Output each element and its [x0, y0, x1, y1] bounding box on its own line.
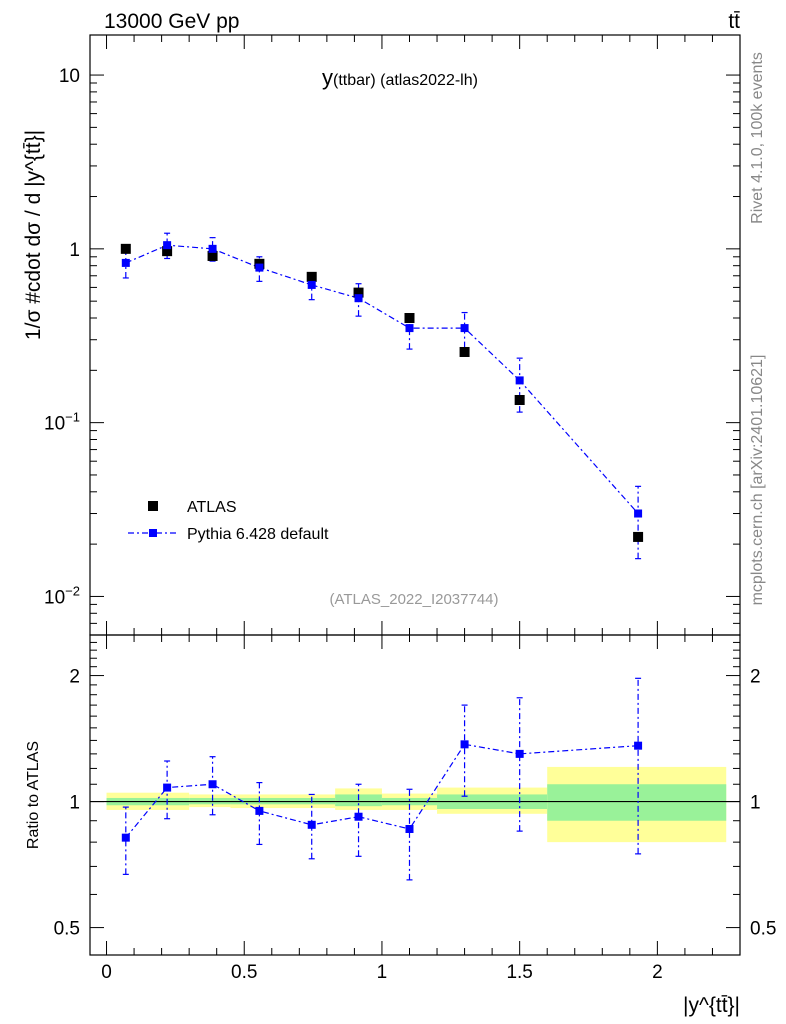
mc-point: [163, 241, 172, 250]
ratio-plot-frame: [89, 634, 741, 956]
main-plot-frame: [89, 34, 741, 636]
ratio-point: [163, 783, 172, 792]
rivet-version-label: Rivet 4.1.0, 100k events: [749, 52, 766, 224]
ratio-uncertainty-bands: [90, 766, 740, 843]
mc-point: [121, 258, 130, 267]
legend: ATLAS Pythia 6.428 default: [128, 499, 329, 543]
main-y-tick-label: 1: [69, 240, 80, 261]
ratio-y-tick-label: 1: [69, 793, 80, 814]
ratio-point: [307, 820, 316, 829]
ratio-band-inner: [547, 784, 727, 821]
tick-exponent: −2: [65, 583, 80, 598]
x-axis-label: |y^{tt̄}|: [683, 994, 740, 1017]
atlas-data-point: [459, 346, 470, 357]
ratio-point: [634, 741, 643, 750]
atlas-data-point: [162, 246, 173, 257]
mc-point: [515, 376, 524, 385]
ratio-point: [354, 812, 363, 821]
ratio-y-tick-label: 0.5: [54, 919, 80, 940]
mc-point: [634, 509, 643, 518]
x-tick-label: 2: [652, 962, 663, 983]
main-y-tick-label: 10−2: [44, 583, 80, 608]
main-y-tick-label: 10: [59, 66, 80, 87]
x-tick-label: 0.5: [231, 962, 257, 983]
atlas-data-point: [633, 531, 644, 542]
ratio-y-tick-label-right: 2: [750, 667, 761, 688]
main-y-axis-label: 1/σ #cdot dσ / d |y^{tt̄}|: [22, 130, 45, 340]
ratio-point: [121, 833, 130, 842]
tick-base: 10: [44, 414, 65, 435]
x-tick-label: 1.5: [506, 962, 532, 983]
ratio-y-tick-label-right: 0.5: [750, 919, 776, 940]
title-rest: (ttbar) (atlas2022-lh): [333, 72, 478, 89]
mc-point: [460, 324, 469, 333]
ratio-y-tick-label: 2: [69, 667, 80, 688]
legend-mc-label: Pythia 6.428 default: [187, 526, 329, 543]
process-label: tt̄: [728, 10, 740, 33]
ratio-series-line: [125, 743, 639, 839]
legend-mc-marker: [149, 529, 157, 537]
title-y: y: [322, 65, 333, 90]
main-y-tick-label: 10−1: [44, 410, 80, 435]
collision-energy-label: 13000 GeV pp: [104, 10, 239, 33]
x-tick-label: 0: [101, 962, 112, 983]
ratio-point: [460, 740, 469, 749]
legend-atlas-marker: [148, 501, 158, 511]
data-marks: [120, 232, 644, 881]
ratio-point: [255, 806, 264, 815]
x-tick-label: 1: [377, 962, 388, 983]
tick-exponent: −1: [65, 410, 80, 425]
ratio-point: [405, 824, 414, 833]
mc-point: [354, 294, 363, 303]
legend-atlas-label: ATLAS: [187, 499, 237, 516]
atlas-data-point: [306, 271, 317, 282]
atlas-data-point: [514, 394, 525, 405]
mcplots-label: mcplots.cern.ch [arXiv:2401.10621]: [749, 355, 766, 606]
mc-point: [255, 263, 264, 272]
ratio-point: [515, 749, 524, 758]
atlas-data-point: [120, 243, 131, 254]
reference-label: (ATLAS_2022_I2037744): [329, 591, 498, 608]
ratio-y-axis-label: Ratio to ATLAS: [25, 741, 42, 849]
mc-series-line: [125, 244, 639, 514]
mc-point: [405, 324, 414, 333]
mc-point: [208, 244, 217, 253]
ratio-y-tick-label-right: 1: [750, 793, 761, 814]
main-plot-title: y(ttbar) (atlas2022-lh): [322, 65, 478, 90]
atlas-data-point: [404, 313, 415, 324]
mc-point: [307, 280, 316, 289]
ratio-point: [208, 780, 217, 789]
atlas-data-point: [207, 250, 218, 261]
tick-base: 10: [44, 587, 65, 608]
atlas-data-point: [353, 287, 364, 298]
